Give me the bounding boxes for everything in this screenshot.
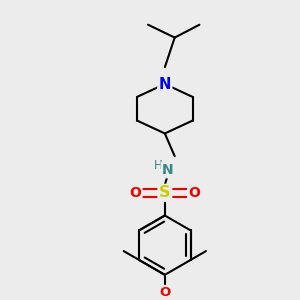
Text: S: S	[159, 185, 171, 200]
Text: O: O	[159, 286, 170, 299]
Text: O: O	[129, 186, 141, 200]
Text: N: N	[159, 76, 171, 92]
Text: N: N	[162, 163, 174, 177]
Text: O: O	[188, 186, 200, 200]
Text: H: H	[154, 159, 162, 172]
